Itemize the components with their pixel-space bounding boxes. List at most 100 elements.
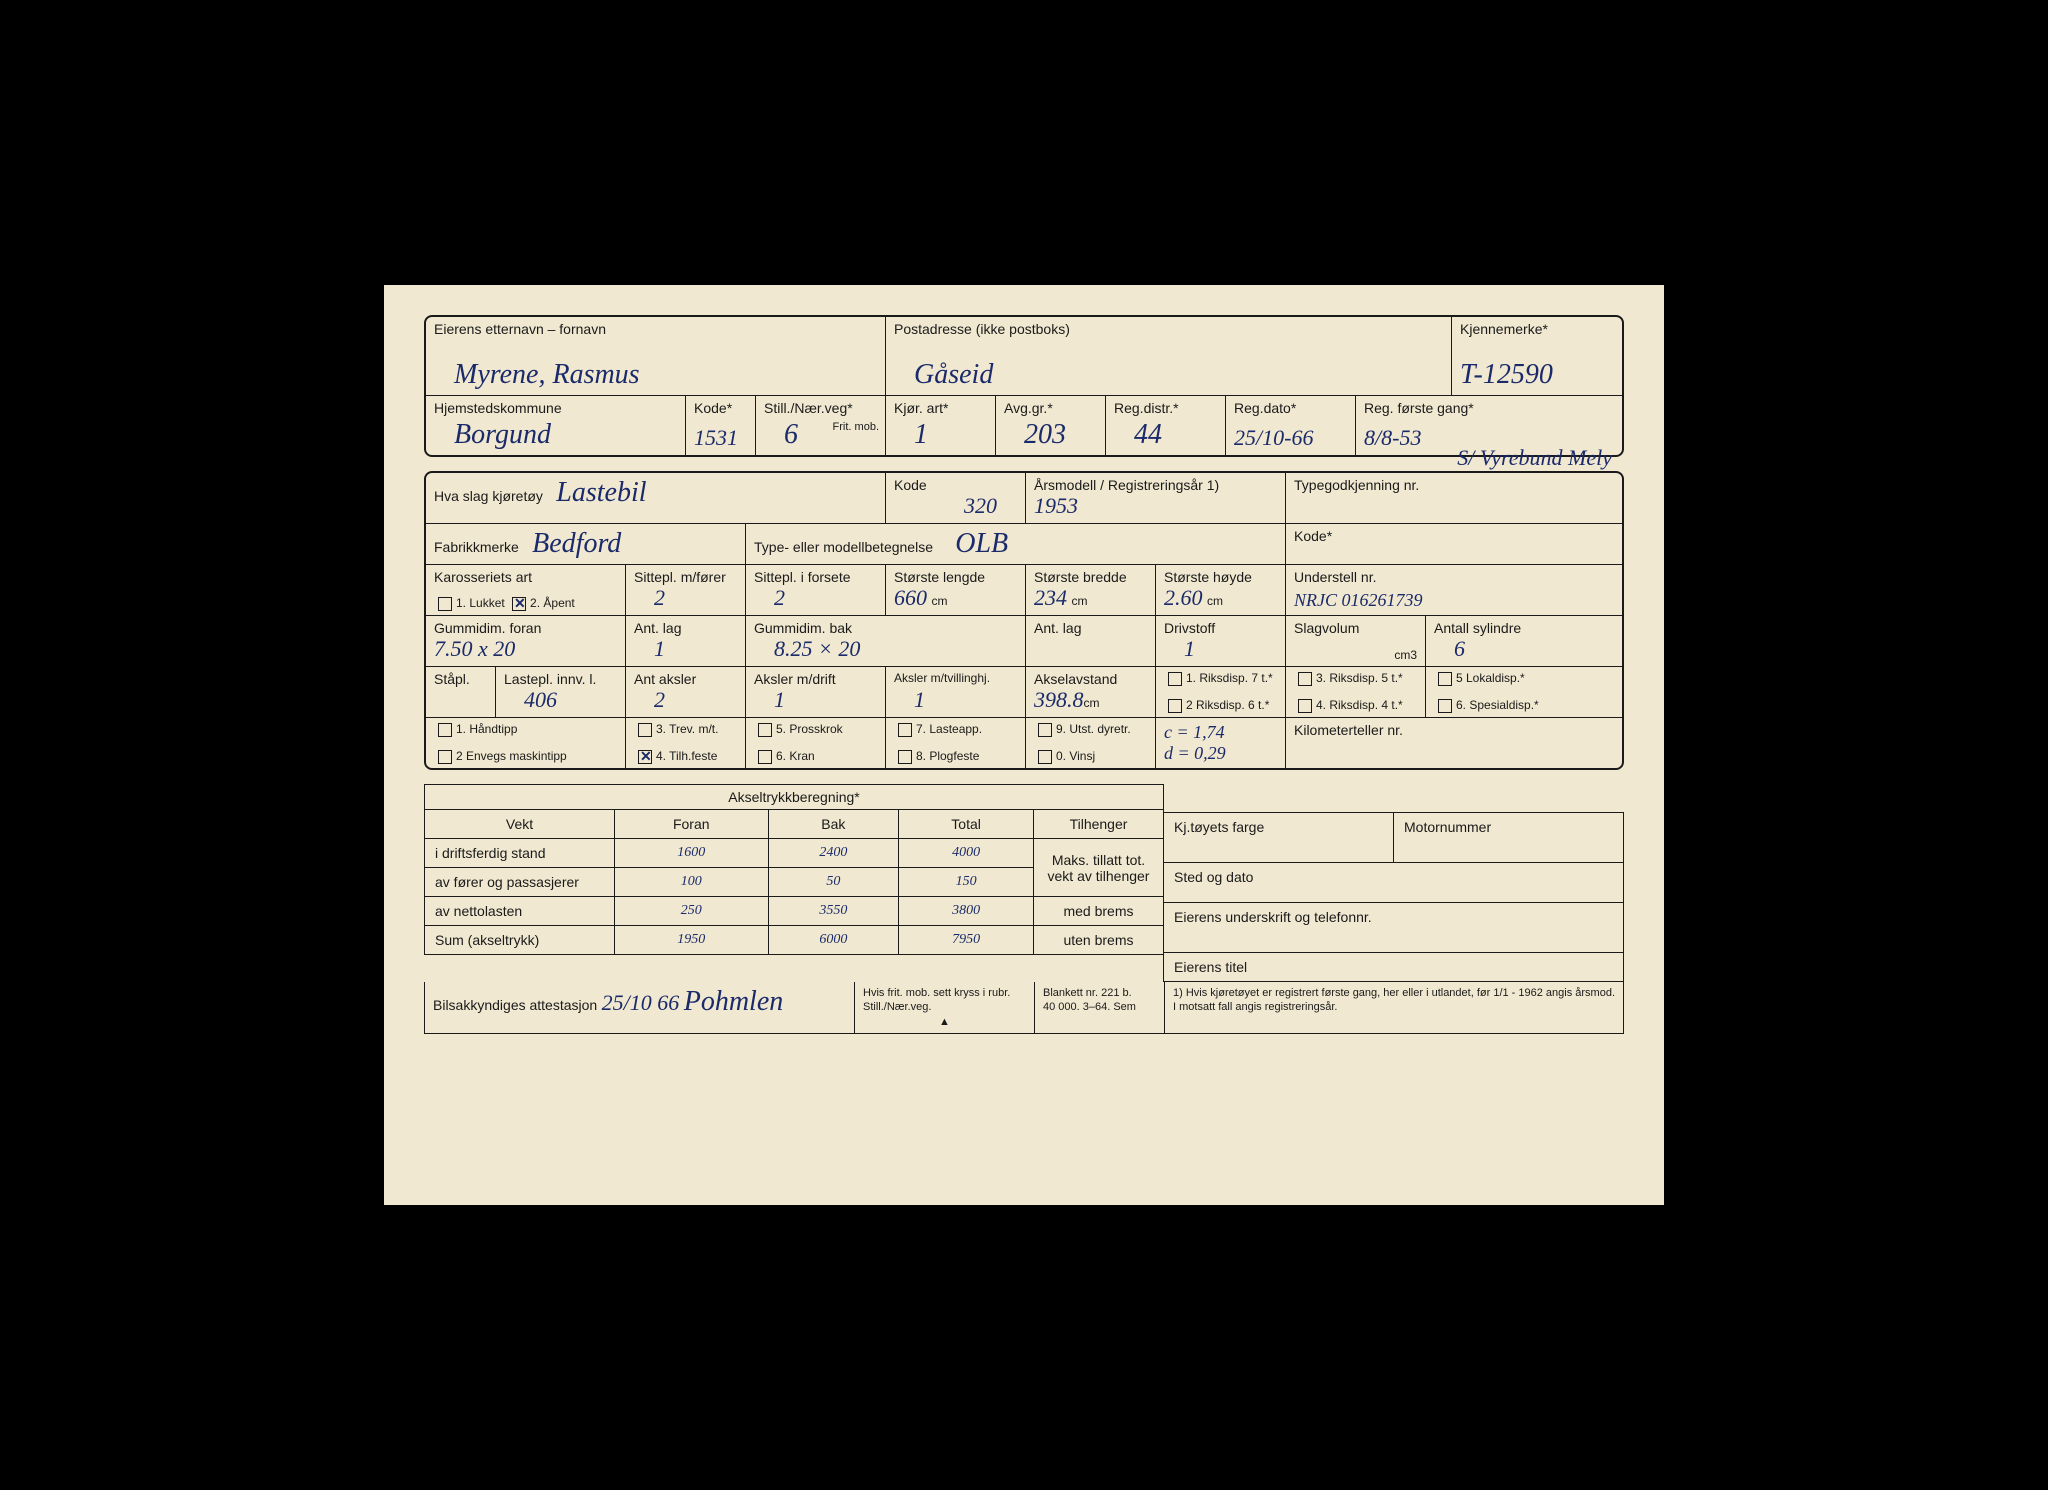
riks3: 3. Riksdisp. 5 t.* xyxy=(1316,671,1403,685)
trailer-note2: med brems xyxy=(1034,897,1164,926)
layersf-value: 1 xyxy=(634,636,737,662)
opt7-cb[interactable] xyxy=(898,723,912,737)
opt2-cb[interactable] xyxy=(438,750,452,764)
opt8: 8. Plogfeste xyxy=(916,749,979,763)
title-label: Eierens titel xyxy=(1164,953,1624,982)
opt5-cb[interactable] xyxy=(758,723,772,737)
layersr-label: Ant. lag xyxy=(1034,620,1147,636)
seats-front-label: Sittepl. i forsete xyxy=(754,569,877,585)
col-total: Total xyxy=(899,810,1034,839)
trailer-note3: uten brems xyxy=(1034,926,1164,955)
opt3-cb[interactable] xyxy=(638,723,652,737)
km-label: Kilometerteller nr. xyxy=(1294,722,1614,738)
opt4: 4. Tilh.feste xyxy=(656,749,717,763)
cyl-label: Antall sylindre xyxy=(1434,620,1614,636)
make-value: Bedford xyxy=(532,528,621,559)
riks2: 2 Riksdisp. 6 t.* xyxy=(1186,698,1269,712)
tirer-value: 8.25 × 20 xyxy=(754,636,1017,662)
avg-value: 203 xyxy=(1004,419,1097,451)
regdato-label: Reg.dato* xyxy=(1234,400,1347,416)
kode2-label: Kode xyxy=(894,477,1017,493)
opt6-cb[interactable] xyxy=(758,750,772,764)
attest-date: 25/10 66 xyxy=(602,990,680,1015)
riks5-cb[interactable] xyxy=(1438,672,1452,686)
plate-label: Kjennemerke* xyxy=(1460,321,1614,337)
section-vehicle: S/ Vyrebund Mely Hva slag kjøretøy Laste… xyxy=(424,471,1624,770)
type-label: Hva slag kjøretøy xyxy=(434,488,543,504)
opt4-cb[interactable] xyxy=(638,750,652,764)
length-value: 660 xyxy=(894,585,927,610)
wb-value: 398.8 xyxy=(1034,687,1084,712)
year-label: Årsmodell / Registreringsår 1) xyxy=(1034,477,1277,493)
attest-sign: Pohmlen xyxy=(684,986,784,1017)
riks6: 6. Spesialdisp.* xyxy=(1456,698,1539,712)
riks6-cb[interactable] xyxy=(1438,699,1452,713)
col-tilhenger: Tilhenger xyxy=(1034,810,1164,839)
model-label: Type- eller modellbetegnelse xyxy=(754,539,933,555)
address-value: Gåseid xyxy=(894,359,1443,391)
axle-table: Vekt Foran Bak Total Tilhenger i driftsf… xyxy=(424,809,1164,955)
r4-0: 1950 xyxy=(615,926,769,955)
note-right: 1) Hvis kjøretøyet er registrert første … xyxy=(1165,982,1623,1033)
axlesd-value: 1 xyxy=(754,687,877,713)
fritmob-label: Frit. mob. xyxy=(833,421,879,433)
opt0: 0. Vinsj xyxy=(1056,749,1095,763)
opt9-cb[interactable] xyxy=(1038,723,1052,737)
r3-0: 250 xyxy=(615,897,769,926)
body-opt1: 1. Lukket xyxy=(456,596,505,610)
load-label: Lastepl. innv. l. xyxy=(504,671,617,687)
r3-2: 3800 xyxy=(899,897,1034,926)
table-row: av nettolasten 250 3550 3800 med brems xyxy=(425,897,1164,926)
opt8-cb[interactable] xyxy=(898,750,912,764)
opt5: 5. Prosskrok xyxy=(776,722,843,736)
width-label: Største bredde xyxy=(1034,569,1147,585)
width-value: 234 xyxy=(1034,585,1067,610)
signature-note: S/ Vyrebund Mely xyxy=(1457,445,1612,471)
chassis-label: Understell nr. xyxy=(1294,569,1614,585)
owner-label: Eierens etternavn – fornavn xyxy=(434,321,877,337)
opt6: 6. Kran xyxy=(776,749,815,763)
opt0-cb[interactable] xyxy=(1038,750,1052,764)
riks2-cb[interactable] xyxy=(1168,699,1182,713)
plate-value: T-12590 xyxy=(1460,359,1614,391)
r1-label: i driftsferdig stand xyxy=(425,839,615,868)
riks3-cb[interactable] xyxy=(1298,672,1312,686)
regdistr-value: 44 xyxy=(1114,419,1217,451)
axle-title: Akseltrykkberegning* xyxy=(424,784,1164,809)
cyl-value: 6 xyxy=(1434,636,1614,662)
avg-label: Avg.gr.* xyxy=(1004,400,1097,416)
col-vekt: Vekt xyxy=(425,810,615,839)
regdistr-label: Reg.distr.* xyxy=(1114,400,1217,416)
axlest-value: 1 xyxy=(894,687,1017,713)
seats-driver-value: 2 xyxy=(634,585,737,611)
riks4-cb[interactable] xyxy=(1298,699,1312,713)
motor-label: Motornummer xyxy=(1394,813,1624,863)
riks4: 4. Riksdisp. 4 t.* xyxy=(1316,698,1403,712)
wb-unit: cm xyxy=(1084,696,1100,710)
col-bak: Bak xyxy=(768,810,899,839)
axlesd-label: Aksler m/drift xyxy=(754,671,877,687)
kode-value: 1531 xyxy=(694,425,747,451)
home-label: Hjemstedskommune xyxy=(434,400,677,416)
opt3: 3. Trev. m/t. xyxy=(656,722,718,736)
trailer-note1: Maks. tillatt tot. vekt av tilhenger xyxy=(1034,839,1164,897)
kode3-label: Kode* xyxy=(1294,528,1614,544)
opt9: 9. Utst. dyretr. xyxy=(1056,722,1131,736)
r3-1: 3550 xyxy=(768,897,899,926)
length-unit: cm xyxy=(931,594,947,608)
section-bottom: Akseltrykkberegning* Vekt Foran Bak Tota… xyxy=(424,784,1624,982)
print: 40 000. 3–64. Sem xyxy=(1043,1000,1156,1014)
color-label: Kj.tøyets farge xyxy=(1164,813,1394,863)
opt1-cb[interactable] xyxy=(438,723,452,737)
riks1-cb[interactable] xyxy=(1168,672,1182,686)
body-cb1[interactable] xyxy=(438,597,452,611)
height-unit: cm xyxy=(1207,594,1223,608)
seats-front-value: 2 xyxy=(754,585,877,611)
body-cb2[interactable] xyxy=(512,597,526,611)
seats-driver-label: Sittepl. m/fører xyxy=(634,569,737,585)
riks1: 1. Riksdisp. 7 t.* xyxy=(1186,671,1273,685)
opt2: 2 Envegs maskintipp xyxy=(456,749,567,763)
riks5: 5 Lokaldisp.* xyxy=(1456,671,1525,685)
r4-label: Sum (akseltrykk) xyxy=(425,926,615,955)
wb-label: Akselavstand xyxy=(1034,671,1147,687)
